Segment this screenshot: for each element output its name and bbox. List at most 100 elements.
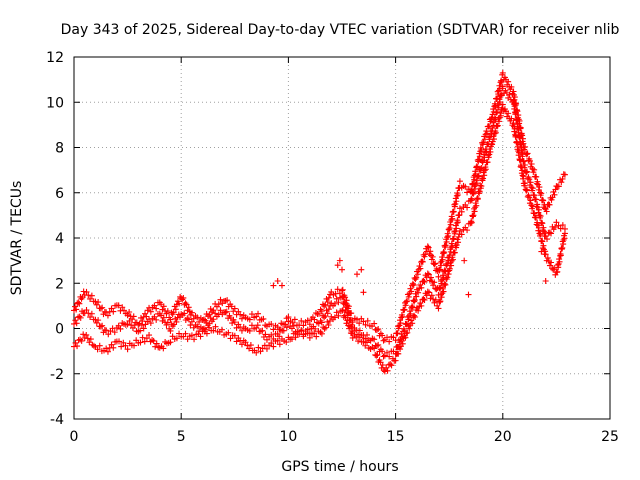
data-point — [238, 315, 245, 322]
data-point — [456, 227, 463, 234]
data-point — [108, 305, 115, 312]
data-point — [456, 205, 463, 212]
data-point — [520, 173, 527, 180]
data-point — [551, 265, 558, 272]
data-point — [451, 249, 458, 256]
data-point — [268, 340, 275, 347]
data-point — [552, 186, 559, 193]
data-point — [207, 315, 214, 322]
data-point — [464, 189, 471, 196]
data-point — [424, 243, 431, 250]
data-point — [238, 327, 245, 334]
data-point — [512, 132, 519, 139]
data-point — [354, 271, 361, 278]
data-point — [537, 213, 544, 220]
data-point — [194, 314, 201, 321]
data-point — [187, 322, 194, 329]
data-point — [425, 244, 432, 251]
data-point — [419, 258, 426, 265]
data-point — [394, 330, 401, 337]
data-point — [538, 237, 545, 244]
data-point — [76, 300, 83, 307]
data-point — [450, 235, 457, 242]
data-point — [508, 115, 515, 122]
data-point — [482, 166, 489, 173]
data-point — [427, 274, 434, 281]
data-point — [517, 141, 524, 148]
data-point — [388, 362, 395, 369]
data-point — [379, 362, 386, 369]
data-point — [182, 330, 189, 337]
data-point — [285, 318, 292, 325]
data-point — [167, 327, 174, 334]
data-point — [231, 305, 238, 312]
data-point — [445, 232, 452, 239]
data-points — [71, 69, 568, 375]
data-point — [494, 123, 501, 130]
data-point — [325, 306, 332, 313]
data-point — [131, 322, 138, 329]
data-point — [404, 320, 411, 327]
data-point — [306, 321, 313, 328]
data-point — [432, 260, 439, 267]
data-point — [453, 198, 460, 205]
data-point — [375, 341, 382, 348]
data-point — [397, 346, 404, 353]
data-point — [95, 299, 102, 306]
data-point — [108, 341, 115, 348]
data-point — [521, 182, 528, 189]
data-point — [544, 236, 551, 243]
data-point — [318, 308, 325, 315]
data-point — [453, 241, 460, 248]
y-tick-label: 0 — [55, 322, 64, 338]
x-tick-label: 10 — [279, 429, 297, 445]
data-point — [93, 301, 100, 308]
data-point — [441, 249, 448, 256]
data-point — [325, 322, 332, 329]
data-point — [381, 368, 388, 375]
data-point — [173, 318, 180, 325]
data-point — [535, 224, 542, 231]
data-point — [255, 310, 262, 317]
data-point — [444, 274, 451, 281]
data-point — [254, 322, 261, 329]
data-point — [511, 94, 518, 101]
data-point — [399, 340, 406, 347]
data-point — [484, 159, 491, 166]
data-point — [179, 296, 186, 303]
data-point — [449, 215, 456, 222]
data-point — [88, 310, 95, 317]
data-point — [535, 227, 542, 234]
data-point — [527, 179, 534, 186]
data-point — [300, 322, 307, 329]
data-point — [437, 298, 444, 305]
data-point — [512, 109, 519, 116]
data-point — [536, 184, 543, 191]
data-point — [304, 330, 311, 337]
data-point — [233, 338, 240, 345]
data-point — [458, 208, 465, 215]
data-point — [326, 317, 333, 324]
data-point — [473, 177, 480, 184]
data-point — [77, 314, 84, 321]
data-point — [538, 248, 545, 255]
data-point — [290, 322, 297, 329]
data-point — [72, 339, 79, 346]
data-point — [430, 282, 437, 289]
data-point — [105, 331, 112, 338]
data-point — [196, 318, 203, 325]
data-point — [439, 285, 446, 292]
data-point — [533, 214, 540, 221]
data-point — [336, 257, 343, 264]
data-point — [71, 320, 77, 327]
data-point — [215, 301, 222, 308]
data-point — [482, 149, 489, 156]
data-point — [99, 322, 106, 329]
data-point — [427, 248, 434, 255]
data-point — [412, 314, 419, 321]
x-tick-label: 20 — [494, 429, 512, 445]
data-point — [325, 294, 332, 301]
data-point — [375, 326, 382, 333]
data-point — [555, 183, 562, 190]
data-point — [83, 331, 90, 338]
